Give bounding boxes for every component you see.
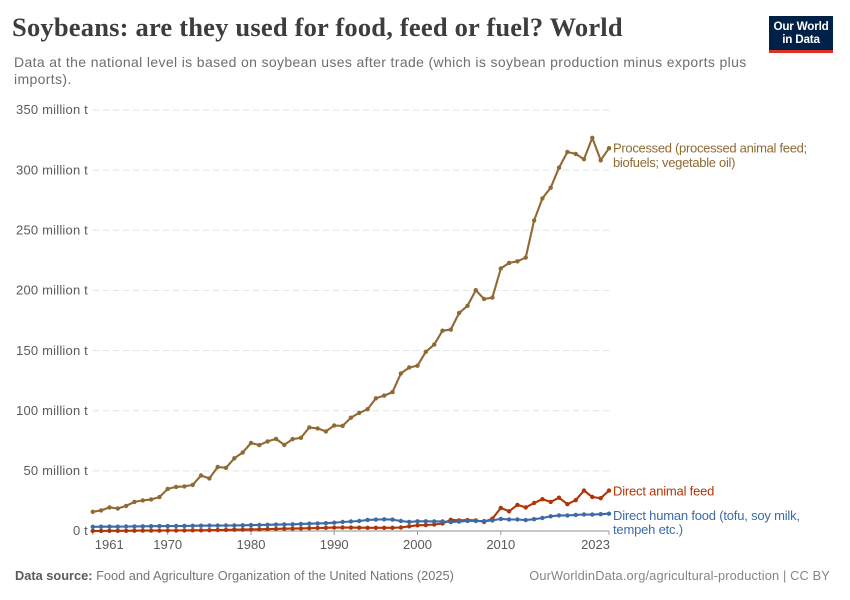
svg-text:1980: 1980 <box>237 537 266 552</box>
svg-text:150 million t: 150 million t <box>16 343 88 358</box>
svg-text:100 million t: 100 million t <box>16 403 88 418</box>
svg-text:300 million t: 300 million t <box>16 162 88 177</box>
svg-text:1961: 1961 <box>95 537 124 552</box>
svg-text:biofuels; vegetable oil): biofuels; vegetable oil) <box>613 155 735 170</box>
svg-text:0 t: 0 t <box>73 523 88 538</box>
svg-text:1970: 1970 <box>153 537 182 552</box>
svg-text:Direct human food (tofu, soy m: Direct human food (tofu, soy milk, <box>613 508 800 523</box>
svg-text:2023: 2023 <box>581 537 610 552</box>
svg-text:200 million t: 200 million t <box>16 283 88 298</box>
svg-text:2010: 2010 <box>486 537 515 552</box>
svg-text:2000: 2000 <box>403 537 432 552</box>
svg-text:1990: 1990 <box>320 537 349 552</box>
svg-text:350 million t: 350 million t <box>16 102 88 117</box>
svg-text:tempeh etc.): tempeh etc.) <box>613 522 683 537</box>
svg-text:50 million t: 50 million t <box>23 463 88 478</box>
svg-text:Processed (processed animal fe: Processed (processed animal feed; <box>613 140 807 155</box>
svg-text:Direct animal feed: Direct animal feed <box>613 483 714 498</box>
svg-text:250 million t: 250 million t <box>16 223 88 238</box>
